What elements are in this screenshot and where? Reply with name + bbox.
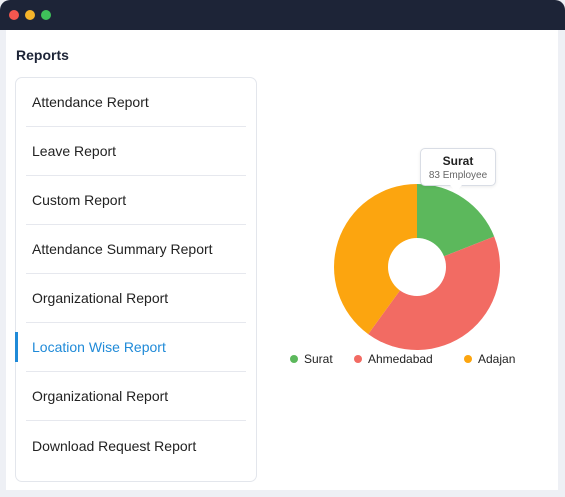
report-item-attendance[interactable]: Attendance Report [26, 78, 246, 127]
report-item-label: Download Request Report [32, 437, 197, 454]
report-item-download-request[interactable]: Download Request Report [26, 421, 246, 470]
report-item-label: Location Wise Report [32, 339, 166, 355]
maximize-window-button[interactable] [41, 10, 51, 20]
pie-slice-ahmedabad[interactable] [368, 236, 500, 350]
close-window-button[interactable] [9, 10, 19, 20]
report-item-label: Attendance Summary Report [32, 241, 213, 257]
report-item-leave[interactable]: Leave Report [26, 127, 246, 176]
report-item-label: Leave Report [32, 143, 117, 159]
legend-label: Adajan [478, 352, 516, 366]
report-item-label: Attendance Report [32, 94, 149, 110]
report-item-label: Organizational Report [32, 388, 169, 404]
legend-dot [464, 355, 472, 363]
tooltip-subtitle: 83 Employee [428, 170, 488, 181]
window-titlebar [0, 0, 565, 30]
main-content: Reports Attendance Report Leave Report C… [6, 30, 558, 490]
legend-item-surat[interactable]: Surat [290, 352, 333, 366]
active-indicator [15, 332, 18, 362]
reports-heading: Reports [16, 47, 69, 63]
legend-label: Surat [304, 352, 333, 366]
report-list: Attendance Report Leave Report Custom Re… [15, 77, 257, 482]
report-item-location-wise[interactable]: Location Wise Report [26, 323, 246, 372]
report-item-attendance-summary[interactable]: Attendance Summary Report [26, 225, 246, 274]
tooltip-arrow [450, 185, 462, 192]
report-item-label: Custom Report [32, 192, 127, 208]
legend-item-adajan[interactable]: Adajan [464, 352, 515, 366]
pie-chart [334, 184, 500, 350]
report-item-organizational-2[interactable]: Organizational Report [26, 372, 246, 421]
report-item-label: Organizational Report [32, 290, 169, 306]
pie-slice-adajan[interactable] [334, 184, 417, 335]
chart-tooltip: Surat 83 Employee [420, 148, 496, 186]
legend-dot [354, 355, 362, 363]
minimize-window-button[interactable] [25, 10, 35, 20]
legend-label: Ahmedabad [368, 352, 433, 366]
location-chart: Surat 83 Employee Surat Ahmedabad Adajan [6, 30, 558, 490]
report-item-organizational[interactable]: Organizational Report [26, 274, 246, 323]
donut-hole [388, 238, 446, 296]
legend-item-ahmedabad[interactable]: Ahmedabad [354, 352, 433, 366]
tooltip-title: Surat [442, 154, 474, 168]
report-item-custom[interactable]: Custom Report [26, 176, 246, 225]
legend-dot [290, 355, 298, 363]
